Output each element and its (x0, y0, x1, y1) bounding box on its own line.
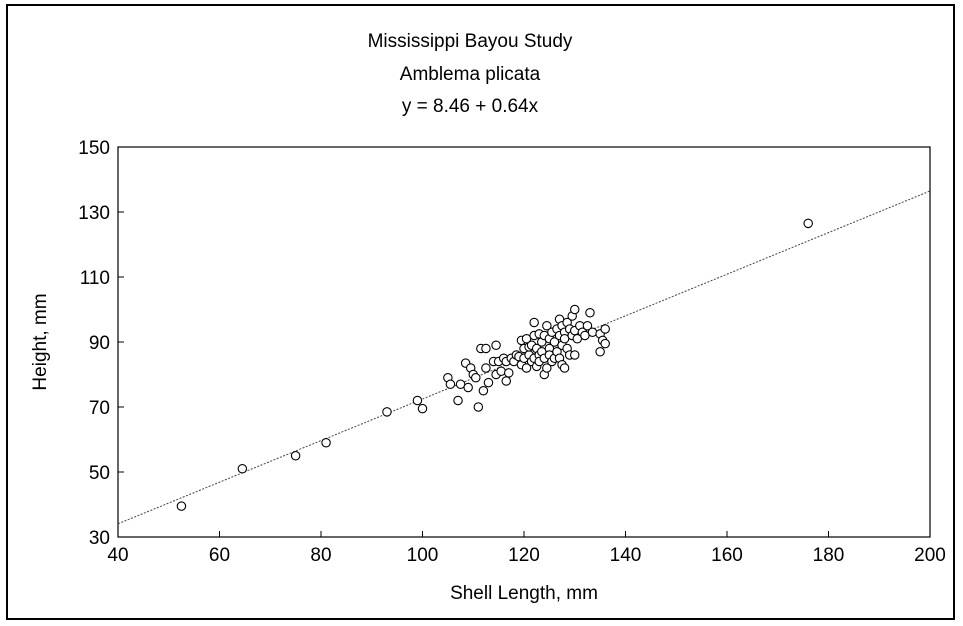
data-point (481, 343, 491, 354)
x-tick-label: 160 (711, 545, 743, 566)
y-axis-ticks: 30 50 70 90 110 130 150 (78, 138, 124, 549)
data-point (445, 379, 456, 389)
data-points (176, 218, 813, 511)
x-tick-label: 200 (914, 545, 946, 566)
y-tick-label: 30 (89, 528, 110, 549)
x-axis-label: Shell Length, mm (450, 583, 598, 604)
data-point (471, 372, 481, 383)
data-point (595, 346, 605, 357)
data-point (417, 403, 428, 414)
data-point (463, 382, 473, 393)
chart-title: Mississippi Bayou Study (368, 31, 573, 52)
regression-equation: y = 8.46 + 0.64x (402, 96, 539, 117)
data-point (491, 340, 501, 350)
data-point (569, 304, 580, 315)
y-tick-label: 150 (78, 138, 110, 159)
data-point (290, 450, 301, 461)
chart-subtitle: Amblema plicata (400, 64, 541, 85)
x-tick-label: 40 (107, 545, 128, 566)
data-point (321, 437, 331, 448)
data-point (382, 407, 392, 417)
data-point (569, 350, 580, 360)
y-tick-label: 90 (89, 333, 110, 354)
y-tick-label: 70 (89, 398, 110, 419)
data-point (478, 385, 489, 396)
data-point (481, 363, 491, 373)
data-point (504, 368, 514, 378)
x-tick-label: 120 (508, 545, 540, 566)
x-axis-ticks: 40 60 80 100 120 140 160 180 200 (107, 531, 946, 566)
y-axis-label: Height, mm (30, 293, 51, 390)
data-point (473, 402, 484, 412)
data-point (453, 395, 463, 406)
data-point (237, 463, 248, 474)
y-tick-label: 130 (78, 203, 110, 224)
data-point (585, 307, 595, 318)
data-point (587, 327, 598, 337)
data-point (521, 363, 532, 373)
data-point (501, 376, 511, 386)
data-point (582, 320, 593, 331)
data-point (559, 363, 570, 373)
data-point (412, 395, 423, 406)
x-tick-label: 100 (407, 545, 439, 566)
x-tick-label: 140 (610, 545, 642, 566)
y-tick-label: 50 (89, 463, 110, 484)
x-tick-label: 60 (209, 545, 230, 566)
scatter-chart: Mississippi Bayou Study Amblema plicata … (30, 31, 946, 604)
chart-frame: Mississippi Bayou Study Amblema plicata … (6, 4, 955, 620)
data-point (483, 377, 494, 388)
x-tick-label: 180 (813, 545, 845, 566)
data-point (803, 218, 813, 229)
data-point (176, 501, 187, 511)
y-tick-label: 110 (80, 268, 110, 289)
data-point (542, 320, 552, 331)
data-point (496, 366, 506, 376)
data-point (600, 324, 610, 334)
data-point (529, 317, 539, 328)
x-tick-label: 80 (310, 545, 331, 566)
data-point (542, 363, 552, 373)
data-point (600, 338, 610, 349)
